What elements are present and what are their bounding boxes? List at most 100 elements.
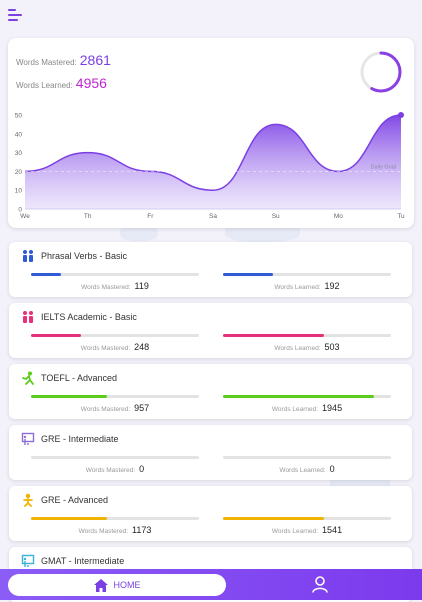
words-mastered-value: 119 — [134, 281, 149, 291]
learned-progress-bar — [223, 456, 391, 459]
course-title: TOEFL - Advanced — [41, 373, 118, 383]
y-tick-label: 20 — [15, 169, 23, 176]
course-header: TOEFL - Advanced — [21, 371, 117, 385]
y-tick-label: 10 — [15, 188, 23, 195]
x-tick-label: Sa — [209, 213, 217, 220]
course-card[interactable]: IELTS Academic - Basic Words Mastered: 248… — [9, 303, 412, 358]
bottom-nav: HOME — [0, 569, 422, 600]
words-learned-value: 4956 — [75, 75, 107, 91]
words-learned-stat: Words Learned: 1541 — [217, 525, 397, 535]
data-point — [398, 112, 404, 118]
words-mastered-value: 0 — [139, 464, 145, 474]
words-learned-stat: Words Learned: 0 — [217, 464, 397, 474]
stats-card: Words Mastered: 2861 Words Learned: 4956… — [8, 38, 414, 228]
words-learned-value: 503 — [324, 342, 340, 352]
words-mastered-label: Words Mastered: — [81, 284, 131, 291]
words-learned-value: 0 — [329, 464, 335, 474]
people-icon — [23, 250, 33, 262]
home-icon — [93, 578, 108, 592]
mastered-progress-bar — [31, 395, 199, 398]
words-learned-value: 1541 — [322, 525, 343, 535]
words-mastered-value: 957 — [134, 403, 150, 413]
x-tick-label: Th — [84, 213, 92, 220]
progress-fill — [223, 517, 324, 520]
words-mastered-stat: Words Mastered: 1173 — [25, 525, 205, 535]
x-tick-label: Tu — [397, 213, 405, 220]
course-header: IELTS Academic - Basic — [21, 310, 137, 324]
person-icon — [23, 493, 33, 507]
x-tick-label: Fr — [147, 213, 154, 220]
learned-progress-bar — [223, 395, 391, 398]
course-title: GRE - Intermediate — [41, 434, 119, 444]
menu-button[interactable] — [8, 9, 24, 23]
mastered-progress-bar — [31, 456, 199, 459]
home-label: HOME — [113, 580, 141, 590]
words-learned-label: Words Learned: — [279, 467, 326, 474]
words-learned-label: Words Learned: — [271, 406, 319, 413]
words-mastered-row: Words Mastered: 2861 — [16, 52, 111, 68]
progress-ring — [360, 51, 402, 93]
words-learned-stat: Words Learned: 192 — [217, 281, 397, 291]
words-learned-label: Words Learned: — [271, 528, 319, 535]
progress-fill — [31, 395, 107, 398]
progress-fill — [223, 395, 375, 398]
learned-progress-bar — [223, 273, 391, 276]
profile-icon[interactable] — [312, 576, 328, 593]
course-title: Phrasal Verbs - Basic — [41, 251, 128, 261]
x-tick-label: Su — [272, 213, 280, 220]
words-learned-label: Words Learned: — [274, 345, 321, 352]
words-mastered-value: 2861 — [79, 52, 111, 68]
course-card[interactable]: GRE - Advanced Words Mastered: 1173 Words L… — [9, 486, 412, 541]
y-tick-label: 30 — [15, 150, 23, 157]
words-mastered-value: 248 — [134, 342, 150, 352]
mastered-progress-bar — [31, 517, 199, 520]
words-mastered-stat: Words Mastered: 119 — [25, 281, 205, 291]
x-tick-label: We — [20, 213, 30, 220]
progress-fill — [31, 517, 107, 520]
course-title: GMAT - Intermediate — [41, 556, 125, 566]
words-learned-value: 192 — [324, 281, 340, 291]
words-mastered-label: Words Mastered: — [80, 345, 131, 352]
words-mastered-label: Words Mastered: — [80, 406, 131, 413]
x-tick-label: Mo — [334, 213, 343, 220]
daily-goal-label: Daily Goal — [371, 164, 396, 170]
top-bar — [0, 0, 422, 34]
words-mastered-stat: Words Mastered: 248 — [25, 342, 205, 352]
course-header: GRE - Intermediate — [21, 432, 119, 446]
course-title: GRE - Advanced — [41, 495, 109, 505]
course-card[interactable]: GRE - Intermediate Words Mastered: 0 Words … — [9, 425, 412, 480]
mastered-progress-bar — [31, 334, 199, 337]
words-learned-value: 1945 — [322, 403, 343, 413]
y-tick-label: 40 — [15, 131, 23, 138]
words-learned-label: Words Learned: — [16, 81, 73, 90]
home-tab[interactable]: HOME — [8, 574, 226, 596]
words-mastered-label: Words Mastered: — [16, 58, 77, 67]
learned-progress-bar — [223, 334, 391, 337]
progress-fill — [31, 273, 62, 276]
people-icon — [23, 311, 33, 323]
progress-fill — [223, 273, 274, 276]
learned-progress-bar — [223, 517, 391, 520]
words-mastered-stat: Words Mastered: 0 — [25, 464, 205, 474]
words-learned-stat: Words Learned: 1945 — [217, 403, 397, 413]
course-header: GRE - Advanced — [21, 493, 108, 507]
y-tick-label: 50 — [15, 113, 23, 120]
words-mastered-label: Words Mastered: — [78, 528, 128, 535]
y-tick-label: 0 — [18, 207, 22, 214]
words-mastered-label: Words Mastered: — [85, 467, 136, 474]
course-title: IELTS Academic - Basic — [41, 312, 137, 322]
course-card[interactable]: TOEFL - Advanced Words Mastered: 957 Words … — [9, 364, 412, 419]
mastered-progress-bar — [31, 273, 199, 276]
course-card[interactable]: Phrasal Verbs - Basic Words Mastered: 119 W… — [9, 242, 412, 297]
words-learned-label: Words Learned: — [274, 284, 321, 291]
course-header: Phrasal Verbs - Basic — [21, 249, 127, 263]
progress-fill — [31, 334, 82, 337]
words-learned-row: Words Learned: 4956 — [16, 75, 107, 91]
progress-fill — [223, 334, 324, 337]
course-header: GMAT - Intermediate — [21, 554, 124, 568]
chart-area — [25, 115, 401, 209]
presentation-icon — [21, 554, 35, 567]
words-mastered-value: 1173 — [132, 525, 152, 535]
words-learned-stat: Words Learned: 503 — [217, 342, 397, 352]
runner-icon — [22, 371, 34, 385]
